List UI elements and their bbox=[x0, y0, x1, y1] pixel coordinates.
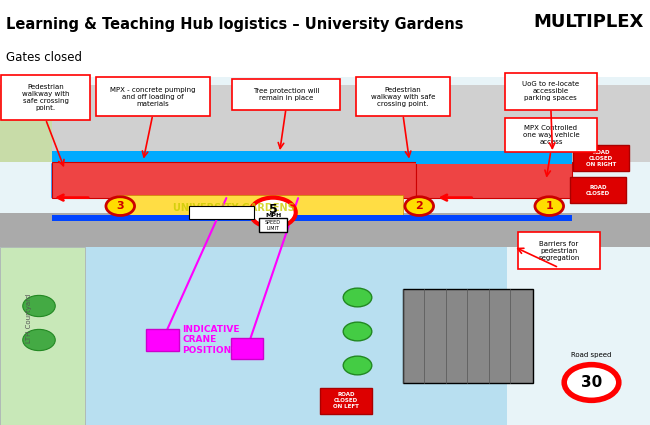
Text: 1: 1 bbox=[545, 201, 553, 211]
Text: UNIVERSITY GARDENS: UNIVERSITY GARDENS bbox=[173, 203, 295, 213]
Text: 30: 30 bbox=[581, 375, 602, 390]
Circle shape bbox=[343, 356, 372, 375]
FancyBboxPatch shape bbox=[259, 218, 287, 232]
Text: ROAD
CLOSED
ON RIGHT: ROAD CLOSED ON RIGHT bbox=[586, 150, 616, 167]
Circle shape bbox=[23, 329, 55, 351]
Text: ROAD
CLOSED: ROAD CLOSED bbox=[586, 185, 610, 196]
FancyBboxPatch shape bbox=[1, 75, 90, 120]
FancyBboxPatch shape bbox=[96, 77, 210, 116]
FancyBboxPatch shape bbox=[0, 76, 650, 425]
Text: 5: 5 bbox=[268, 203, 278, 215]
Bar bbox=[416, 215, 572, 221]
Text: 2: 2 bbox=[415, 201, 423, 211]
FancyBboxPatch shape bbox=[320, 388, 372, 414]
Circle shape bbox=[250, 198, 296, 227]
Circle shape bbox=[106, 197, 135, 215]
Bar bbox=[0, 85, 52, 162]
Circle shape bbox=[535, 197, 564, 215]
Bar bbox=[52, 162, 416, 198]
Text: Tree protection will
remain in place: Tree protection will remain in place bbox=[253, 88, 319, 101]
Text: LTH Courtyard: LTH Courtyard bbox=[26, 294, 32, 343]
FancyBboxPatch shape bbox=[356, 77, 450, 116]
FancyBboxPatch shape bbox=[573, 145, 629, 171]
Text: Learning & Teaching Hub logistics – University Gardens: Learning & Teaching Hub logistics – Univ… bbox=[6, 17, 464, 32]
Bar bbox=[0, 85, 650, 162]
Text: 3: 3 bbox=[116, 201, 124, 211]
Bar bbox=[0, 212, 507, 425]
Text: INDICATIVE
CRANE
POSITIONS: INDICATIVE CRANE POSITIONS bbox=[182, 325, 239, 355]
Bar bbox=[188, 206, 254, 219]
Bar bbox=[0, 212, 650, 246]
Text: Barriers for
pedestrian
segregation: Barriers for pedestrian segregation bbox=[538, 241, 580, 261]
Text: MPX - concrete pumping
and off loading of
materials: MPX - concrete pumping and off loading o… bbox=[110, 87, 196, 107]
Text: MPX Controlled
one way vehicle
access: MPX Controlled one way vehicle access bbox=[523, 125, 579, 145]
Circle shape bbox=[343, 322, 372, 341]
Text: ROAD
CLOSED
ON LEFT: ROAD CLOSED ON LEFT bbox=[333, 392, 359, 409]
Bar bbox=[146, 329, 179, 351]
Polygon shape bbox=[52, 164, 143, 198]
FancyBboxPatch shape bbox=[505, 118, 597, 152]
Circle shape bbox=[343, 288, 372, 307]
FancyBboxPatch shape bbox=[505, 73, 597, 110]
Bar bbox=[416, 162, 572, 198]
FancyBboxPatch shape bbox=[570, 177, 626, 203]
Bar bbox=[52, 151, 572, 162]
Text: SPEED
LIMIT: SPEED LIMIT bbox=[265, 220, 281, 231]
Bar bbox=[231, 338, 263, 359]
Text: Road speed: Road speed bbox=[571, 352, 612, 358]
FancyBboxPatch shape bbox=[232, 79, 340, 110]
Text: MPH: MPH bbox=[265, 213, 281, 218]
Circle shape bbox=[405, 197, 434, 215]
Text: MULTIPLEX: MULTIPLEX bbox=[533, 13, 644, 31]
Circle shape bbox=[564, 365, 619, 400]
Bar bbox=[52, 215, 572, 221]
Text: Pedestrian
walkway with safe
crossing point.: Pedestrian walkway with safe crossing po… bbox=[370, 87, 436, 107]
Text: UoG to re-locate
accessible
parking spaces: UoG to re-locate accessible parking spac… bbox=[523, 81, 579, 102]
Bar bbox=[403, 289, 533, 382]
Text: Pedestrian
walkway with
safe crossing
point.: Pedestrian walkway with safe crossing po… bbox=[21, 84, 70, 111]
Polygon shape bbox=[0, 246, 84, 425]
FancyBboxPatch shape bbox=[518, 232, 600, 269]
Circle shape bbox=[23, 295, 55, 317]
Bar bbox=[416, 153, 572, 164]
Text: Gates closed: Gates closed bbox=[6, 51, 83, 64]
Bar bbox=[117, 196, 403, 217]
